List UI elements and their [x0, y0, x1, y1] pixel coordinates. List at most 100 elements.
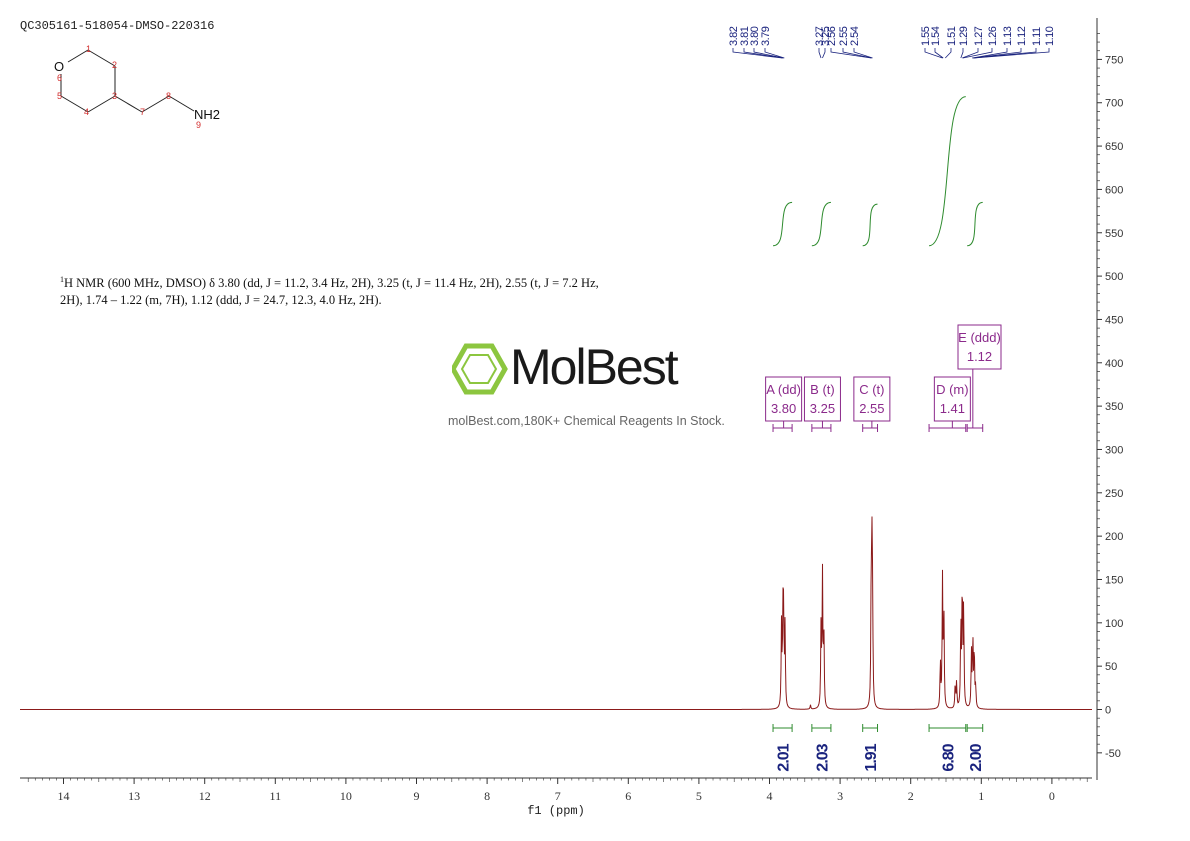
spectrum-line [20, 516, 1092, 710]
x-tick-label: 1 [978, 789, 984, 803]
logo-text: MolBest [510, 339, 679, 395]
x-tick-label: 7 [555, 789, 561, 803]
peak-label: 3.80 [749, 26, 761, 46]
integral-curve [928, 96, 966, 247]
peak-label: 3.82 [728, 26, 740, 46]
sample-id: QC305161-518054-DMSO-220316 [20, 19, 215, 33]
y-tick-label: 50 [1105, 661, 1117, 673]
benzene-logo-icon [452, 343, 508, 395]
peak-label-leader [960, 48, 964, 59]
x-tick-label: 3 [837, 789, 843, 803]
x-tick-label: 2 [908, 789, 914, 803]
y-tick-label: 250 [1105, 488, 1123, 500]
peak-label: 1.12 [1016, 26, 1028, 46]
multiplet-shift: 3.80 [771, 401, 796, 416]
peak-label-leader [945, 48, 952, 59]
atom-oxygen: O [54, 59, 64, 74]
peak-label-leader [732, 48, 783, 59]
y-tick-label: 650 [1105, 141, 1123, 153]
peak-label: 3.27 [814, 26, 826, 46]
x-tick-label: 10 [340, 789, 352, 803]
multiplet-letter: C (t) [859, 382, 884, 397]
peak-label-leader [962, 48, 993, 59]
x-tick-label: 5 [696, 789, 702, 803]
multiplet-letter: E (ddd) [958, 330, 1001, 345]
y-tick-label: -50 [1105, 748, 1121, 760]
integral-value: 6.80 [940, 743, 957, 771]
peak-label-leader [822, 48, 826, 59]
y-tick-label: 600 [1105, 184, 1123, 196]
logo-tagline: molBest.com,180K+ Chemical Reagents In S… [448, 414, 725, 428]
x-tick-label: 4 [767, 789, 773, 803]
peak-label-leader [972, 48, 1022, 59]
y-tick-label: 300 [1105, 444, 1123, 456]
peak-label: 3.79 [760, 26, 772, 46]
y-tick-label: 450 [1105, 314, 1123, 326]
x-axis: 14 13 12 11 10 9 8 7 6 5 4 3 2 1 0 [20, 777, 1092, 803]
integral-value: 2.00 [968, 743, 985, 771]
integral-value: 2.01 [776, 743, 793, 771]
molecule-labels: O NH2 1 2 3 4 5 6 7 8 9 [54, 44, 220, 130]
peak-label-leader [753, 48, 784, 59]
peak-label: 1.54 [930, 26, 942, 46]
peak-label: 1.29 [958, 26, 970, 46]
atom-number: 6 [57, 73, 62, 83]
multiplet-shift: 2.55 [859, 401, 884, 416]
y-tick-label: 200 [1105, 531, 1123, 543]
multiplet-boxes: A (dd) 3.80 B (t) 3.25 C (t) 2.55 D (m) 1.41 E (… [765, 324, 1002, 432]
peak-label: 3.81 [739, 26, 751, 46]
nmr-description: 1H NMR (600 MHz, DMSO) δ 3.80 (dd, J = 1… [60, 271, 620, 309]
peak-label-leader [830, 48, 872, 59]
integral-curve [811, 201, 832, 247]
x-tick-label: 11 [270, 789, 282, 803]
peak-label-leader [764, 48, 785, 59]
atom-amine: NH2 [194, 107, 220, 122]
x-tick-label: 13 [128, 789, 140, 803]
peak-label-leader [743, 48, 783, 59]
peak-label: 3.25 [820, 26, 832, 46]
nmr-description-text: H NMR (600 MHz, DMSO) δ 3.80 (dd, J = 11… [60, 276, 599, 308]
peak-label: 1.26 [987, 26, 999, 46]
x-tick-label: 9 [414, 789, 420, 803]
peak-label-leader [924, 48, 943, 59]
y-tick-label: 100 [1105, 618, 1123, 630]
peak-label-leader [934, 48, 944, 59]
atom-number: 7 [140, 107, 145, 117]
y-tick-label: 550 [1105, 228, 1123, 240]
nucleus-superscript: 1 [60, 275, 64, 284]
integral-value: 2.03 [814, 743, 831, 771]
y-tick-label: 700 [1105, 98, 1123, 110]
peak-label: 1.55 [920, 26, 932, 46]
multiplet-shift: 1.41 [940, 401, 965, 416]
multiplet-letter: B (t) [810, 382, 835, 397]
peak-label-leader [818, 48, 822, 59]
atom-number: 5 [57, 91, 62, 101]
peak-label: 1.10 [1044, 26, 1056, 46]
y-tick-label: 150 [1105, 574, 1123, 586]
peak-labels: 3.82 3.813.80 3.79 3.273.252.56 2.55 2.54 1.55… [728, 26, 1056, 59]
y-tick-label: 0 [1105, 705, 1111, 717]
multiplet-letter: D (m) [936, 382, 969, 397]
peak-label-leader [842, 48, 872, 59]
peak-label: 1.51 [946, 26, 958, 46]
peak-label-leader [972, 48, 1008, 59]
molecule-structure [60, 49, 195, 113]
y-tick-label: 400 [1105, 358, 1123, 370]
peak-label: 2.55 [838, 26, 850, 46]
x-tick-label: 8 [484, 789, 490, 803]
peak-label: 1.27 [973, 26, 985, 46]
molbest-logo: MolBest [452, 339, 752, 402]
y-tick-label: 500 [1105, 271, 1123, 283]
atom-number: 1 [86, 44, 91, 54]
integral-value: 1.91 [863, 743, 880, 771]
y-tick-label: 750 [1105, 54, 1123, 66]
y-axis: -50 0 50 100 150 200 250 300 350 400 450 500 550 600 6… [1096, 18, 1123, 780]
multiplet-shift: 1.12 [967, 349, 992, 364]
x-tick-label: 6 [625, 789, 631, 803]
peak-label: 2.54 [849, 26, 861, 46]
atom-number: 8 [166, 91, 171, 101]
x-tick-label: 14 [58, 789, 70, 803]
x-axis-label: f1 (ppm) [527, 804, 585, 818]
x-tick-label: 12 [199, 789, 211, 803]
